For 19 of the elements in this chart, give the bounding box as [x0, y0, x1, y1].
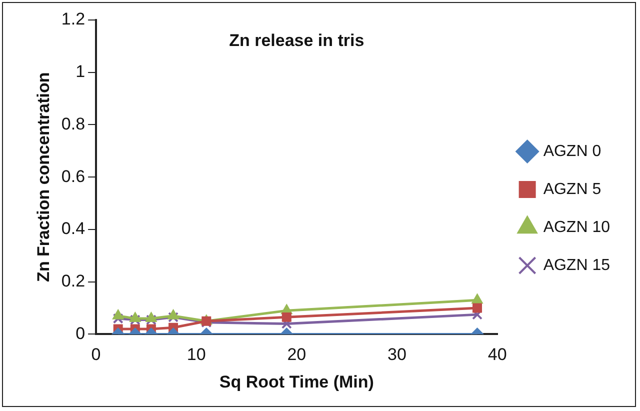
y-tick-label: 0.6	[61, 166, 86, 186]
legend-label: AGZN 15	[543, 256, 610, 274]
legend-label: AGZN 10	[543, 218, 610, 236]
x-tick-label: 20	[287, 345, 306, 364]
y-tick-label: 1.2	[61, 10, 86, 29]
x-tick-label: 30	[388, 345, 406, 364]
x-tick-label: 10	[186, 345, 206, 364]
y-tick-label: 0	[76, 324, 86, 343]
legend-label: AGZN 5	[543, 180, 602, 198]
y-tick-label: 0.8	[61, 114, 86, 134]
x-tick-label: 40	[488, 345, 507, 364]
y-tick-label: 0.4	[61, 219, 86, 238]
x-tick-label: 0	[91, 345, 101, 364]
x-axis-title: Sq Root Time (Min)	[219, 372, 374, 392]
legend-label: AGZN 0	[543, 142, 602, 160]
y-tick-label: 0.2	[61, 272, 86, 291]
y-axis-title: Zn Fraction concentration	[34, 72, 53, 282]
text: Zn release in tris	[229, 31, 364, 50]
y-tick-label: 1	[76, 62, 86, 82]
